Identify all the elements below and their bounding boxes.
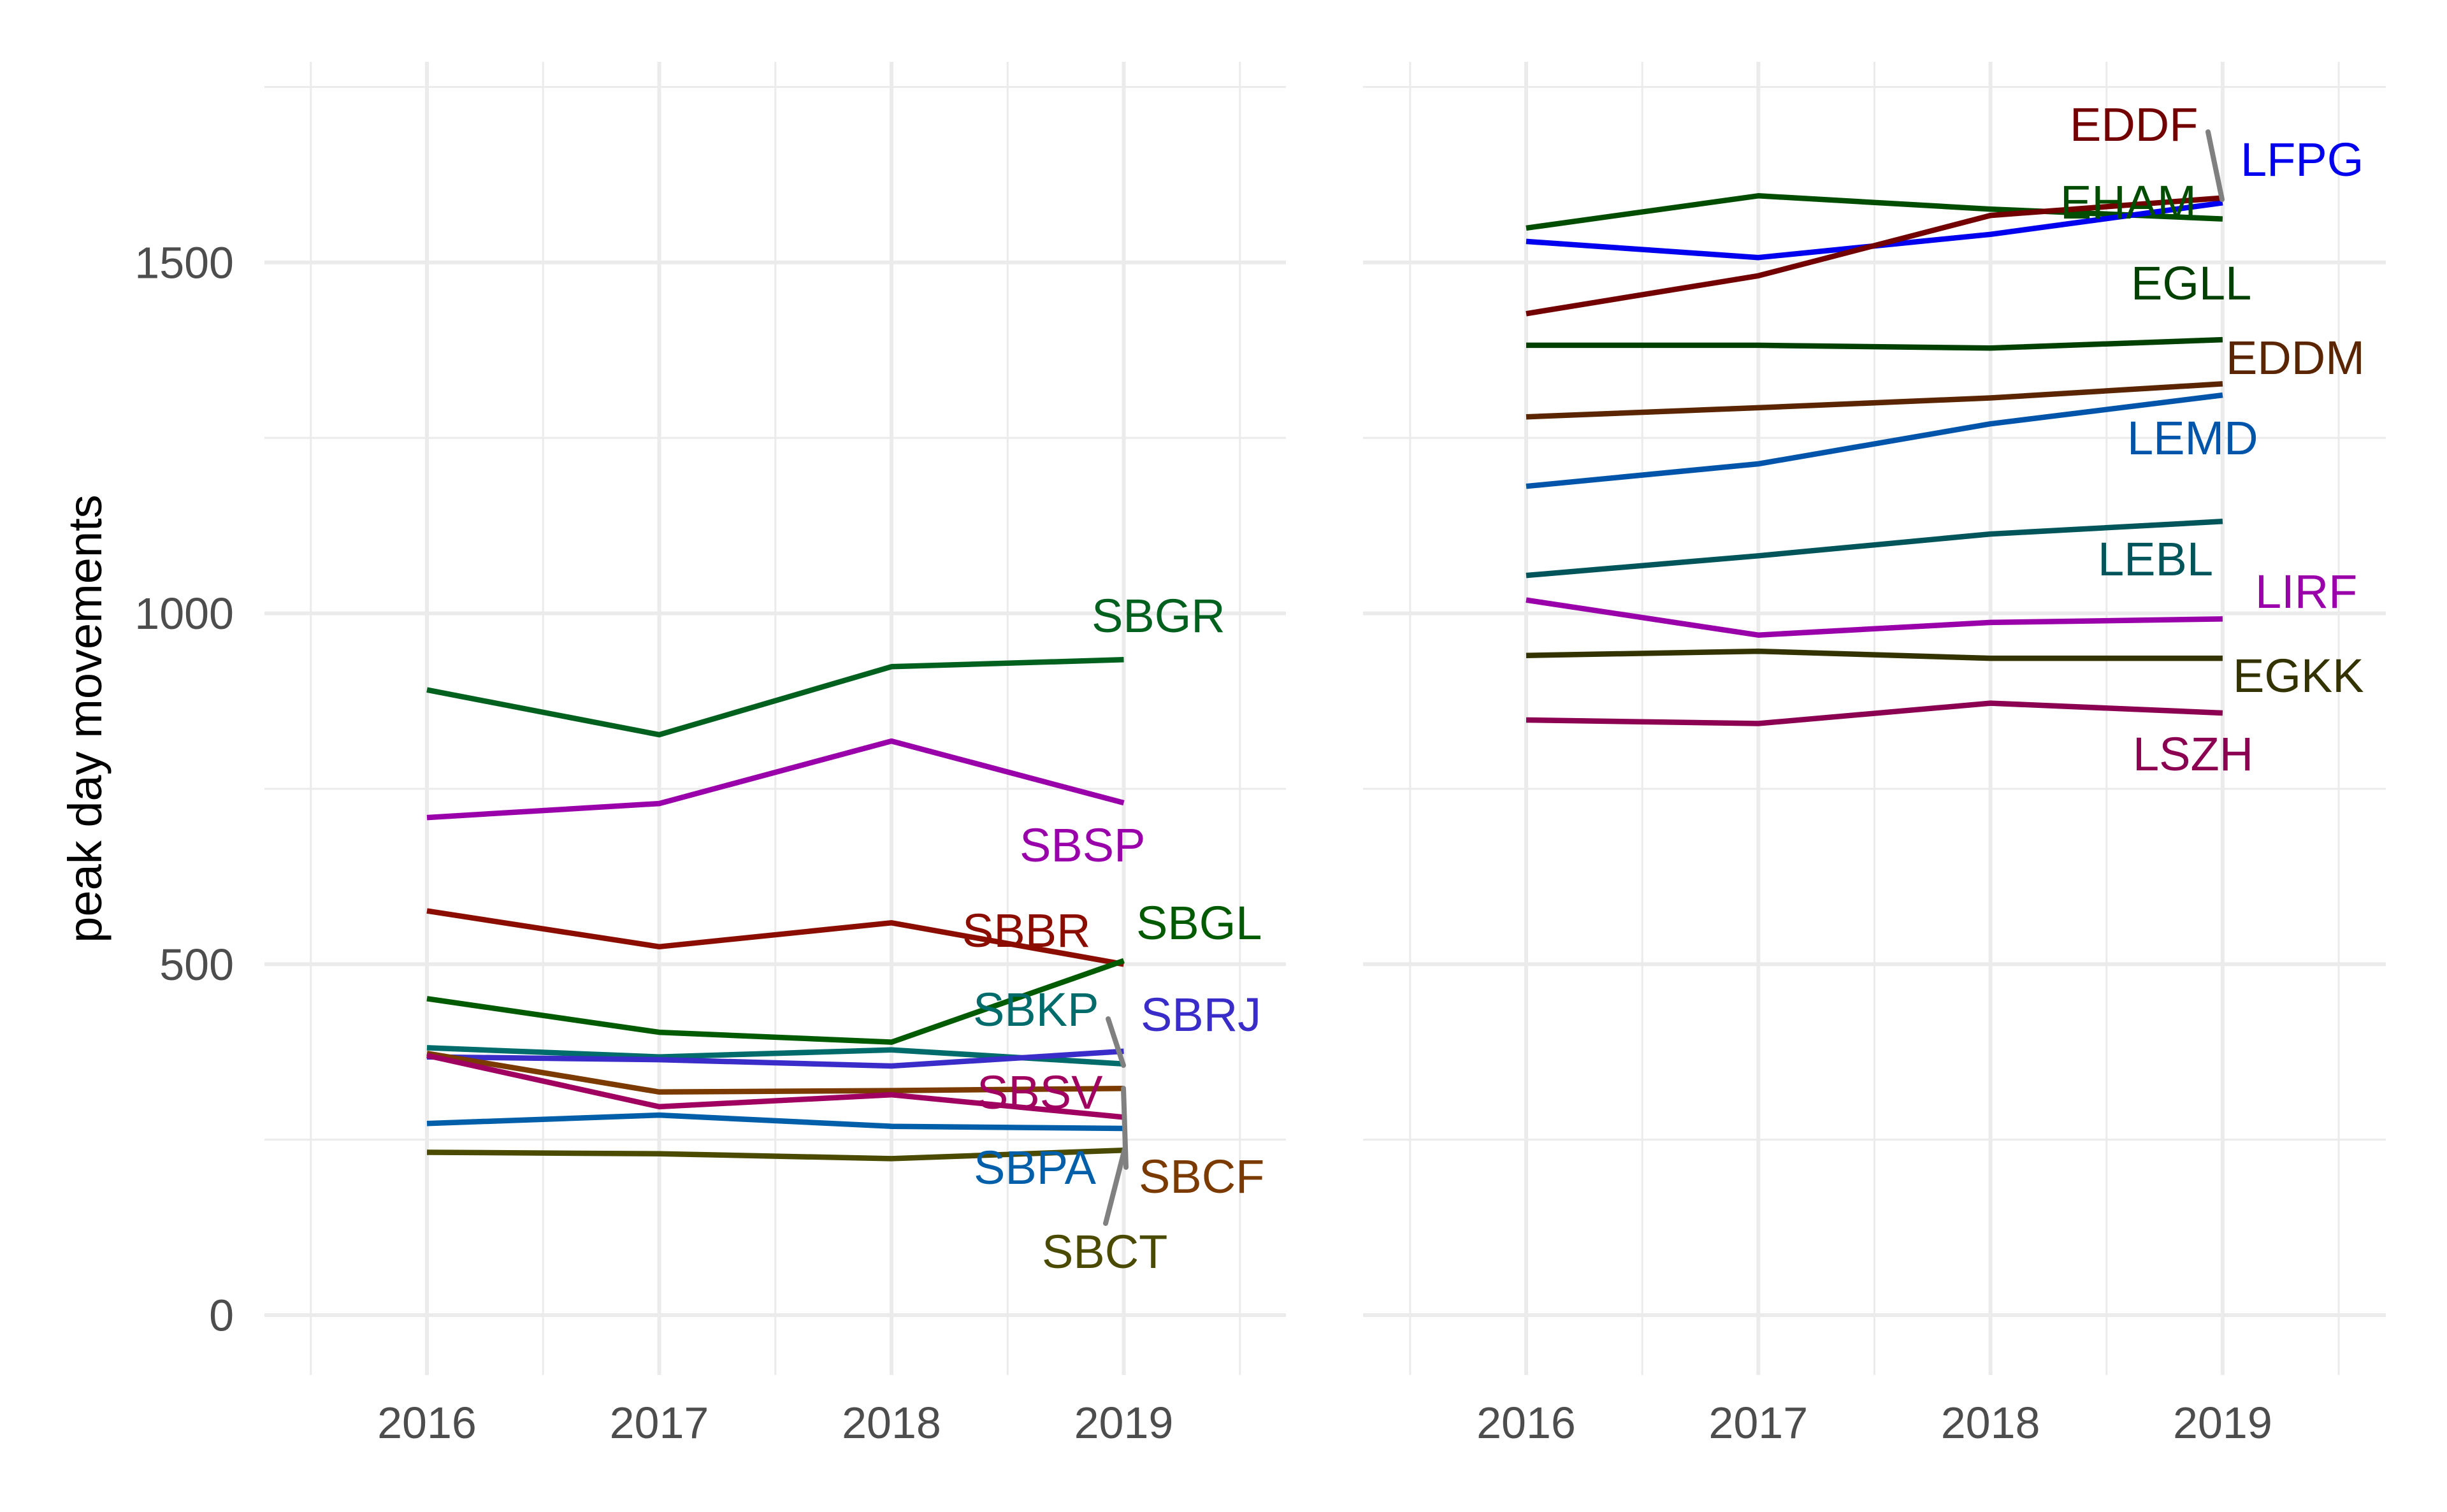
series-line-egkk — [1526, 648, 2223, 661]
series-line-sbsp — [426, 738, 1125, 821]
y-axis-title: peak day movements — [59, 494, 112, 942]
series-line-lebl — [1526, 519, 2223, 579]
series-label-sbbr: SBBR — [962, 904, 1091, 957]
series-label-sbsv: SBSV — [977, 1066, 1103, 1119]
label-connector-sbct — [1103, 1146, 1127, 1226]
x-tick-label: 2016 — [377, 1398, 477, 1448]
series-line-sbgl — [426, 958, 1125, 1045]
panel-right: 2016 2017 2018 2019 EHAM LFPG EDDF EGLL EDDM LEMD… — [1363, 62, 2386, 1448]
series-label-eddf: EDDF — [2070, 98, 2198, 151]
series-label-lirf: LIRF — [2255, 565, 2357, 618]
series-label-egkk: EGKK — [2233, 649, 2364, 702]
series-line-egll — [1526, 336, 2223, 351]
series-line-eham — [1526, 193, 2223, 231]
series-line-sbcf — [426, 1051, 1124, 1095]
series-label-lebl: LEBL — [2098, 533, 2213, 586]
series-label-sbsp: SBSP — [1020, 819, 1145, 872]
series-line-lirf — [1526, 597, 2223, 638]
y-tick-label: 1500 — [134, 238, 234, 287]
y-tick-label: 1000 — [134, 589, 234, 638]
x-tick-label: 2016 — [1476, 1398, 1576, 1448]
y-tick-label: 0 — [209, 1291, 234, 1341]
series-label-egll: EGLL — [2131, 257, 2251, 310]
label-connector-eddf — [2205, 129, 2225, 202]
x-tick-label: 2018 — [842, 1398, 941, 1448]
series-label-sbrj: SBRJ — [1141, 988, 1261, 1041]
series-label-sbkp: SBKP — [973, 983, 1099, 1036]
series-label-eham: EHAM — [2060, 176, 2197, 229]
series-line-lemd — [1526, 392, 2223, 489]
series-line-sbrj — [426, 1048, 1124, 1069]
series-label-sbcf: SBCF — [1139, 1150, 1264, 1203]
series-label-eddm: EDDM — [2226, 331, 2365, 384]
x-tick-label: 2017 — [610, 1398, 709, 1448]
series-line-eddf — [1526, 195, 2223, 317]
series-line-sbbr — [426, 908, 1125, 967]
series-label-sbgl: SBGL — [1136, 896, 1262, 949]
series-line-sbpa — [426, 1112, 1124, 1132]
series-line-lszh — [1526, 700, 2223, 726]
series-label-sbgr: SBGR — [1092, 589, 1225, 642]
panel-left: 2016 2017 2018 2019 SBGR SBSP SBBR SBGL SBKP SBRJ… — [264, 62, 1286, 1448]
x-tick-label: 2019 — [2173, 1398, 2272, 1448]
series-label-sbct: SBCT — [1042, 1225, 1167, 1278]
x-tick-label: 2017 — [1708, 1398, 1808, 1448]
x-tick-label: 2018 — [1941, 1398, 2040, 1448]
series-line-sbsv — [426, 1053, 1124, 1120]
series-label-lszh: LSZH — [2133, 728, 2253, 781]
series-label-lfpg: LFPG — [2241, 133, 2364, 186]
series-label-sbpa: SBPA — [974, 1141, 1097, 1194]
series-line-sbct — [426, 1147, 1124, 1162]
y-tick-label: 500 — [159, 940, 234, 990]
series-line-eddm — [1526, 381, 2223, 420]
label-connector-sbkp — [1106, 1016, 1126, 1068]
x-tick-label: 2019 — [1074, 1398, 1174, 1448]
series-label-lemd: LEMD — [2127, 412, 2258, 464]
series-line-sbgr — [426, 657, 1124, 738]
y-axis: 0 500 1000 1500 — [134, 238, 234, 1340]
